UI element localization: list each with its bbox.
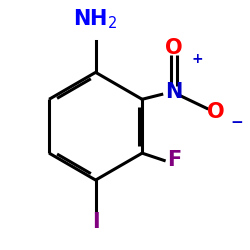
- Text: F: F: [167, 150, 181, 171]
- Text: NH$_2$: NH$_2$: [73, 7, 118, 31]
- Text: −: −: [230, 115, 243, 130]
- Text: O: O: [165, 38, 183, 58]
- Text: N: N: [165, 82, 183, 102]
- Text: +: +: [192, 52, 203, 66]
- Text: O: O: [207, 102, 224, 121]
- Text: I: I: [92, 212, 100, 232]
